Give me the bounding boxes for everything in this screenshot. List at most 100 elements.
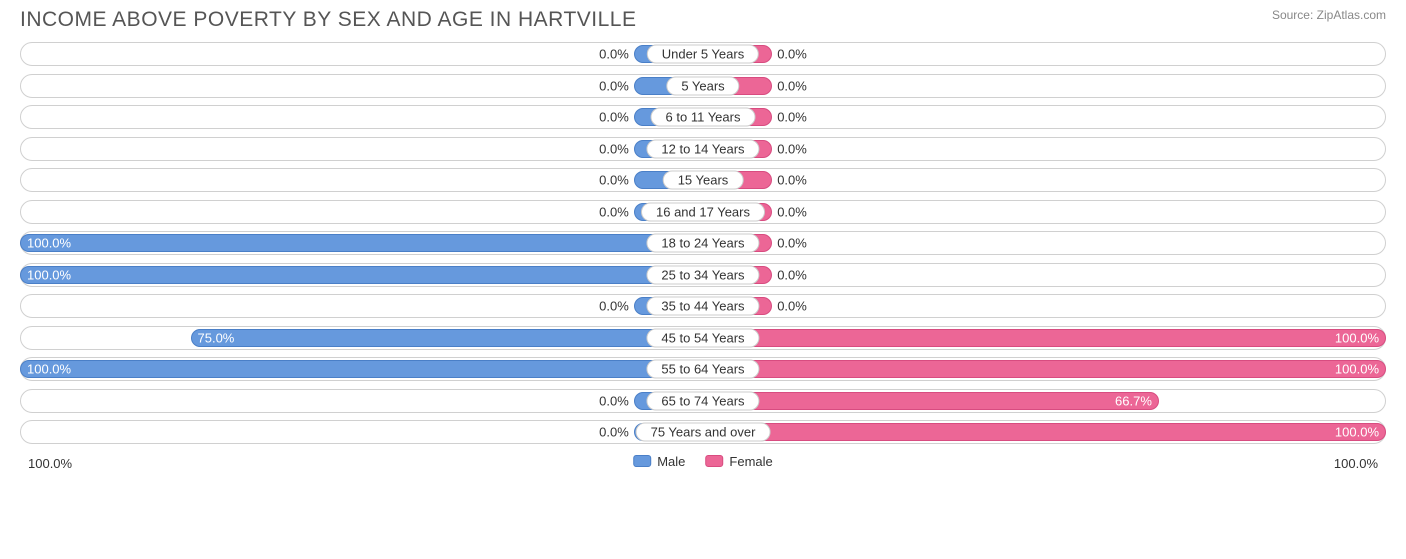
male-value-label: 0.0% <box>599 173 629 188</box>
male-half: 100.0% <box>21 264 703 286</box>
category-label: 18 to 24 Years <box>646 234 759 253</box>
chart-area: 0.0%0.0%Under 5 Years0.0%0.0%5 Years0.0%… <box>0 36 1406 444</box>
male-half: 0.0% <box>21 75 703 97</box>
male-half: 75.0% <box>21 327 703 349</box>
category-label: 75 Years and over <box>636 423 771 442</box>
female-bar: 100.0% <box>704 329 1386 347</box>
male-value-label: 100.0% <box>27 267 71 282</box>
chart-title: INCOME ABOVE POVERTY BY SEX AND AGE IN H… <box>20 8 637 32</box>
female-half: 66.7% <box>703 390 1385 412</box>
female-value-label: 0.0% <box>777 173 807 188</box>
female-half: 0.0% <box>703 232 1385 254</box>
female-bar: 66.7% <box>704 392 1159 410</box>
female-value-label: 0.0% <box>777 204 807 219</box>
male-value-label: 0.0% <box>599 393 629 408</box>
male-half: 0.0% <box>21 295 703 317</box>
male-bar: 100.0% <box>20 360 702 378</box>
chart-row: 0.0% 0.0% 16 and 17 Years <box>20 200 1386 224</box>
female-half: 0.0% <box>703 169 1385 191</box>
chart-row: 0.0% 0.0% 12 to 14 Years <box>20 137 1386 161</box>
chart-row: 0.0% 0.0% Under 5 Years <box>20 42 1386 66</box>
female-value-label: 0.0% <box>777 47 807 62</box>
female-value-label: 100.0% <box>1335 330 1379 345</box>
female-half: 0.0% <box>703 201 1385 223</box>
female-value-label: 0.0% <box>777 267 807 282</box>
male-half: 0.0% <box>21 390 703 412</box>
chart-row: 0.0% 0.0% 6 to 11 Years <box>20 105 1386 129</box>
male-bar: 100.0% <box>20 266 702 284</box>
female-half: 0.0% <box>703 138 1385 160</box>
female-half: 100.0% <box>703 358 1385 380</box>
axis-label-left: 100.0% <box>28 456 72 471</box>
chart-row: 0.0% 0.0% 5 Years <box>20 74 1386 98</box>
female-value-label: 0.0% <box>777 78 807 93</box>
male-value-label: 100.0% <box>27 236 71 251</box>
male-value-label: 0.0% <box>599 425 629 440</box>
male-bar: 100.0% <box>20 234 702 252</box>
legend-item-female: Female <box>705 454 772 469</box>
category-label: 55 to 64 Years <box>646 360 759 379</box>
legend-label-male: Male <box>657 454 685 469</box>
female-value-label: 100.0% <box>1335 425 1379 440</box>
female-value-label: 100.0% <box>1335 362 1379 377</box>
female-half: 0.0% <box>703 106 1385 128</box>
male-value-label: 75.0% <box>198 330 235 345</box>
chart-row: 0.0% 0.0% 15 Years <box>20 168 1386 192</box>
chart-row: 75.0% 100.0% 45 to 54 Years <box>20 326 1386 350</box>
male-half: 100.0% <box>21 358 703 380</box>
male-value-label: 0.0% <box>599 299 629 314</box>
male-value-label: 0.0% <box>599 47 629 62</box>
chart-row: 100.0% 100.0% 55 to 64 Years <box>20 357 1386 381</box>
chart-source: Source: ZipAtlas.com <box>1272 8 1386 22</box>
male-value-label: 100.0% <box>27 362 71 377</box>
legend-item-male: Male <box>633 454 685 469</box>
legend-swatch-male <box>633 455 651 467</box>
female-half: 0.0% <box>703 295 1385 317</box>
category-label: 25 to 34 Years <box>646 265 759 284</box>
axis-label-right: 100.0% <box>1334 456 1378 471</box>
chart-row: 0.0% 66.7% 65 to 74 Years <box>20 389 1386 413</box>
legend: Male Female <box>633 454 773 469</box>
female-half: 100.0% <box>703 421 1385 443</box>
female-value-label: 0.0% <box>777 236 807 251</box>
category-label: 35 to 44 Years <box>646 297 759 316</box>
category-label: 12 to 14 Years <box>646 139 759 158</box>
male-half: 0.0% <box>21 201 703 223</box>
legend-swatch-female <box>705 455 723 467</box>
chart-header: INCOME ABOVE POVERTY BY SEX AND AGE IN H… <box>0 0 1406 36</box>
female-value-label: 0.0% <box>777 141 807 156</box>
male-value-label: 0.0% <box>599 141 629 156</box>
male-value-label: 0.0% <box>599 110 629 125</box>
chart-row: 0.0% 0.0% 35 to 44 Years <box>20 294 1386 318</box>
category-label: Under 5 Years <box>647 45 759 64</box>
female-half: 100.0% <box>703 327 1385 349</box>
male-half: 0.0% <box>21 169 703 191</box>
male-half: 0.0% <box>21 138 703 160</box>
category-label: 15 Years <box>663 171 744 190</box>
female-half: 0.0% <box>703 43 1385 65</box>
chart-row: 0.0% 100.0% 75 Years and over <box>20 420 1386 444</box>
male-half: 0.0% <box>21 43 703 65</box>
male-bar: 75.0% <box>191 329 703 347</box>
category-label: 16 and 17 Years <box>641 202 765 221</box>
female-value-label: 0.0% <box>777 299 807 314</box>
category-label: 65 to 74 Years <box>646 391 759 410</box>
female-value-label: 66.7% <box>1115 393 1152 408</box>
female-value-label: 0.0% <box>777 110 807 125</box>
category-label: 5 Years <box>666 76 739 95</box>
category-label: 6 to 11 Years <box>651 108 756 127</box>
chart-footer: 100.0% Male Female 100.0% <box>0 452 1406 492</box>
legend-label-female: Female <box>729 454 772 469</box>
male-value-label: 0.0% <box>599 78 629 93</box>
chart-row: 100.0% 0.0% 25 to 34 Years <box>20 263 1386 287</box>
female-half: 0.0% <box>703 264 1385 286</box>
male-half: 0.0% <box>21 106 703 128</box>
category-label: 45 to 54 Years <box>646 328 759 347</box>
male-value-label: 0.0% <box>599 204 629 219</box>
female-bar: 100.0% <box>704 360 1386 378</box>
female-half: 0.0% <box>703 75 1385 97</box>
female-bar: 100.0% <box>704 423 1386 441</box>
chart-row: 100.0% 0.0% 18 to 24 Years <box>20 231 1386 255</box>
male-half: 100.0% <box>21 232 703 254</box>
male-half: 0.0% <box>21 421 703 443</box>
